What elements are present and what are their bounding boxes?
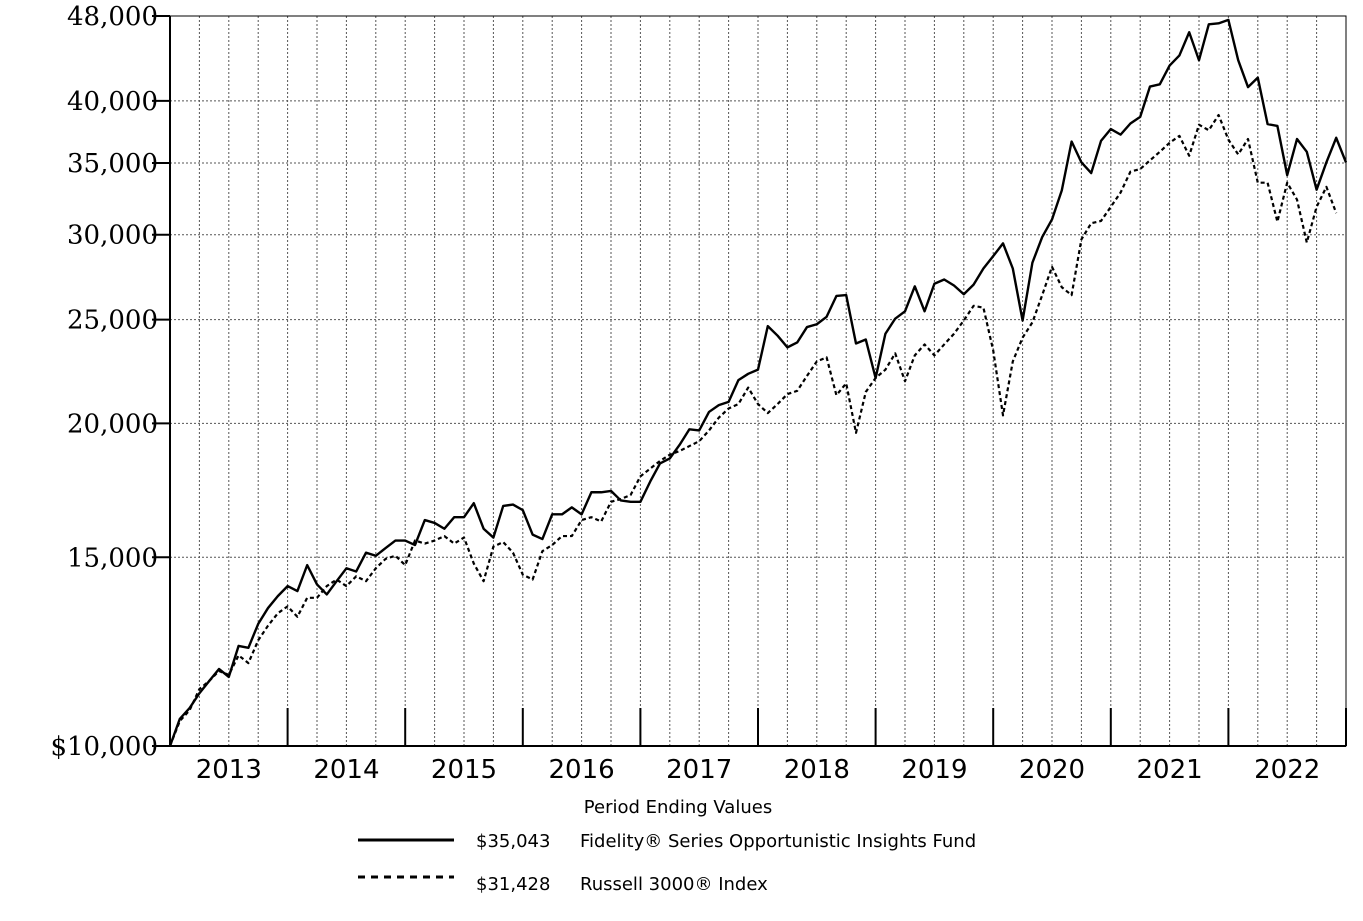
- legend: Period Ending Values $35,043 Fidelity® S…: [358, 797, 976, 895]
- x-tick-labels: 2013 2014 2015 2016 2017 2018 2019 2020 2021 2022: [196, 755, 1321, 785]
- y-tick-label: 40,000: [67, 87, 158, 117]
- x-tick-label: 2017: [666, 755, 732, 785]
- legend-value-index: $31,428: [476, 874, 550, 895]
- x-tick-label: 2021: [1137, 755, 1203, 785]
- x-tick-label: 2020: [1019, 755, 1085, 785]
- axes: [152, 15, 1347, 747]
- legend-title: Period Ending Values: [584, 797, 772, 818]
- y-tick-label: 25,000: [67, 306, 158, 336]
- x-tick-label: 2014: [313, 755, 379, 785]
- gridlines: [170, 15, 1346, 746]
- x-tick-label: 2015: [431, 755, 497, 785]
- y-tick-label: 35,000: [67, 149, 158, 179]
- x-tick-label: 2016: [549, 755, 615, 785]
- x-tick-label: 2019: [901, 755, 967, 785]
- y-tick-label: 15,000: [67, 543, 158, 573]
- series-lines: [168, 18, 1348, 747]
- legend-label-index: Russell 3000® Index: [580, 874, 768, 895]
- series-line-fund: [168, 18, 1348, 747]
- y-tick-label: $10,000: [50, 732, 158, 762]
- series-line-index: [168, 113, 1338, 747]
- x-tick-label: 2018: [784, 755, 850, 785]
- x-tick-label: 2013: [196, 755, 262, 785]
- y-tick-labels: $10,000 15,000 20,000 25,000 30,000 35,000 40,…: [50, 2, 158, 762]
- y-tick-label: 20,000: [67, 409, 158, 439]
- y-tick-label: 48,000: [67, 2, 158, 32]
- legend-value-fund: $35,043: [476, 831, 550, 852]
- legend-label-fund: Fidelity® Series Opportunistic Insights …: [580, 831, 976, 852]
- x-tick-label: 2022: [1254, 755, 1320, 785]
- y-tick-label: 30,000: [67, 221, 158, 251]
